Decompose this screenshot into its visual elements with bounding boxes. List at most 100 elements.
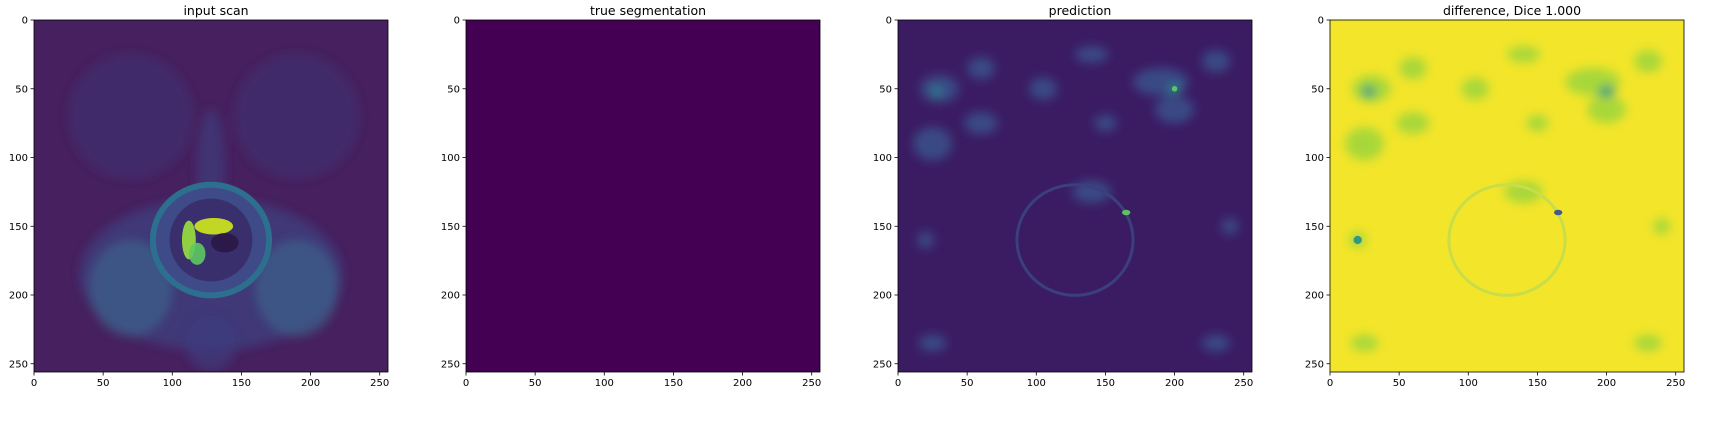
image-region — [1399, 57, 1427, 80]
image-region — [1634, 50, 1662, 73]
panel-difference: difference, Dice 1.000 0 50 100 150 200 250 0 5… — [1296, 0, 1728, 432]
image-background — [466, 20, 820, 372]
y-tick-label: 50 — [15, 84, 28, 95]
image-region — [186, 315, 236, 371]
y-tick-label: 250 — [9, 359, 28, 370]
image-region — [1029, 77, 1058, 100]
x-tick-label: 150 — [232, 378, 251, 389]
x-tick-label: 0 — [895, 378, 901, 389]
y-tick-label: 50 — [879, 84, 892, 95]
image-region — [89, 239, 173, 337]
image-region — [1171, 85, 1178, 92]
x-tick-label: 150 — [664, 378, 683, 389]
panel-true-segmentation: true segmentation 0 50 100 150 200 250 0 50 100 1… — [432, 0, 864, 432]
x-tick-label: 0 — [1327, 378, 1333, 389]
y-tick-label: 100 — [9, 153, 28, 164]
panel-input-scan: input scan 0 50 100 150 200 250 0 50 100 150 200 25… — [0, 0, 432, 432]
x-tick-label: 0 — [31, 378, 37, 389]
x-tick-label: 150 — [1528, 378, 1547, 389]
x-tick-label: 250 — [370, 378, 389, 389]
y-tick-label: 50 — [1311, 84, 1324, 95]
axes-frame — [465, 19, 821, 373]
axes-frame — [33, 19, 389, 373]
panel-title: prediction — [1048, 3, 1112, 18]
x-tick-label: 200 — [1597, 378, 1616, 389]
image-prediction-difference-map — [1330, 20, 1684, 372]
x-tick-label: 100 — [1027, 378, 1046, 389]
image-region — [918, 334, 947, 352]
image-region — [1361, 85, 1376, 98]
y-tick-label: 0 — [454, 16, 460, 27]
image-region — [917, 231, 934, 249]
image-region — [1587, 95, 1626, 124]
image-region — [967, 57, 995, 80]
image-region — [1155, 95, 1194, 124]
y-tick-label: 50 — [447, 84, 460, 95]
axes-frame — [1329, 19, 1685, 373]
x-tick-label: 50 — [97, 378, 110, 389]
y-tick-label: 200 — [9, 291, 28, 302]
image-region — [1075, 46, 1109, 63]
image-region — [964, 112, 998, 135]
image-region — [913, 127, 952, 161]
image-region — [1461, 77, 1490, 100]
x-tick-label: 50 — [1393, 378, 1406, 389]
image-region — [1653, 217, 1671, 235]
image-region — [1015, 183, 1135, 297]
y-tick-label: 250 — [873, 359, 892, 370]
panel-title: difference, Dice 1.000 — [1442, 3, 1582, 18]
image-region — [1507, 46, 1541, 63]
x-tick-label: 50 — [961, 378, 974, 389]
image-region — [1526, 114, 1549, 132]
image-region — [931, 87, 943, 96]
x-tick-label: 100 — [1459, 378, 1478, 389]
image-region — [68, 54, 194, 179]
image-region — [255, 239, 339, 337]
y-tick-label: 150 — [1305, 222, 1324, 233]
image-region — [1133, 68, 1189, 96]
x-tick-label: 0 — [463, 378, 469, 389]
panel-prediction: prediction 0 50 100 150 200 250 0 50 100 150 200 25… — [864, 0, 1296, 432]
image-region — [1634, 334, 1662, 352]
image-region — [169, 198, 253, 282]
image-region — [1396, 112, 1430, 135]
x-tick-label: 250 — [1234, 378, 1253, 389]
y-tick-label: 0 — [1318, 16, 1324, 27]
image-region — [211, 233, 239, 253]
image-region — [1202, 334, 1230, 352]
x-tick-label: 200 — [1165, 378, 1184, 389]
image-mri-pelvis-axial-scan — [34, 20, 388, 372]
x-tick-label: 100 — [163, 378, 182, 389]
x-tick-label: 150 — [1096, 378, 1115, 389]
image-region — [1221, 217, 1239, 235]
image-region — [1202, 50, 1230, 73]
x-tick-label: 200 — [733, 378, 752, 389]
y-tick-label: 250 — [441, 359, 460, 370]
image-region — [234, 54, 359, 179]
image-region — [1554, 209, 1563, 216]
image-region — [1447, 183, 1567, 297]
x-tick-label: 250 — [1666, 378, 1685, 389]
x-tick-label: 50 — [529, 378, 542, 389]
image-predicted-probability-map — [898, 20, 1252, 372]
y-tick-label: 200 — [873, 291, 892, 302]
y-tick-label: 100 — [441, 153, 460, 164]
image-region — [1350, 334, 1379, 352]
image-region — [1345, 127, 1384, 161]
y-tick-label: 200 — [1305, 291, 1324, 302]
image-region — [1353, 235, 1362, 245]
image-region — [194, 217, 234, 235]
y-tick-label: 250 — [1305, 359, 1324, 370]
axes-frame — [897, 19, 1253, 373]
y-tick-label: 100 — [1305, 153, 1324, 164]
y-tick-label: 150 — [873, 222, 892, 233]
image-empty-mask — [466, 20, 820, 372]
image-region — [1094, 114, 1117, 132]
x-tick-label: 250 — [802, 378, 821, 389]
panel-title: input scan — [183, 3, 249, 18]
x-tick-label: 100 — [595, 378, 614, 389]
